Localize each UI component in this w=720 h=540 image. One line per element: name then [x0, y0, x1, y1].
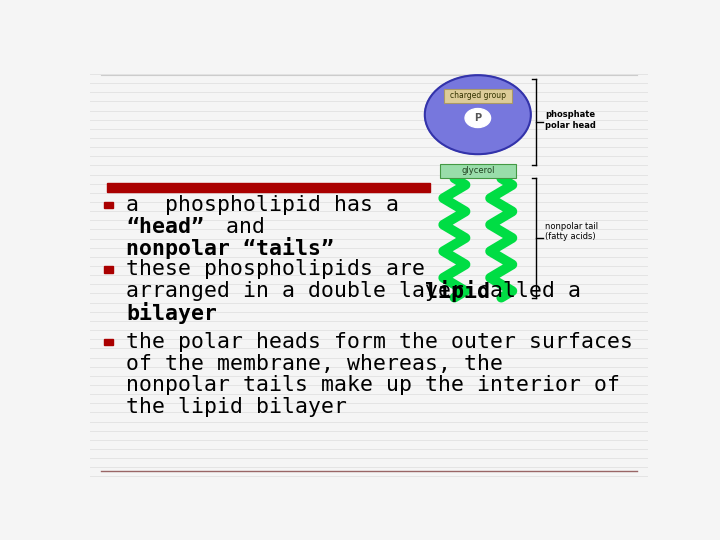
FancyBboxPatch shape [444, 89, 512, 104]
Text: bilayer: bilayer [126, 302, 217, 323]
Text: these phospholipids are: these phospholipids are [126, 259, 426, 279]
Text: nonpolar “tails”: nonpolar “tails” [126, 237, 334, 259]
Text: nonpolar tail
(fatty acids): nonpolar tail (fatty acids) [545, 222, 598, 241]
Circle shape [425, 75, 531, 154]
Text: a  phospholipid has a: a phospholipid has a [126, 195, 400, 215]
Text: the polar heads form the outer surfaces: the polar heads form the outer surfaces [126, 332, 634, 352]
Text: glycerol: glycerol [461, 166, 495, 176]
Circle shape [465, 109, 490, 127]
FancyBboxPatch shape [104, 201, 113, 208]
FancyBboxPatch shape [104, 339, 113, 346]
Text: charged group: charged group [450, 91, 506, 100]
Text: nonpolar tails make up the interior of: nonpolar tails make up the interior of [126, 375, 620, 395]
Text: the lipid bilayer: the lipid bilayer [126, 397, 347, 417]
Text: lipid: lipid [425, 280, 490, 302]
Text: of the membrane, whereas, the: of the membrane, whereas, the [126, 354, 503, 374]
Text: P: P [474, 113, 482, 123]
Text: and: and [213, 217, 265, 237]
Text: arranged in a double layer called a: arranged in a double layer called a [126, 281, 594, 301]
FancyBboxPatch shape [440, 164, 516, 178]
FancyBboxPatch shape [104, 266, 113, 273]
FancyBboxPatch shape [107, 183, 431, 192]
Text: phosphate
polar head: phosphate polar head [545, 110, 595, 130]
Text: “head”: “head” [126, 217, 204, 237]
